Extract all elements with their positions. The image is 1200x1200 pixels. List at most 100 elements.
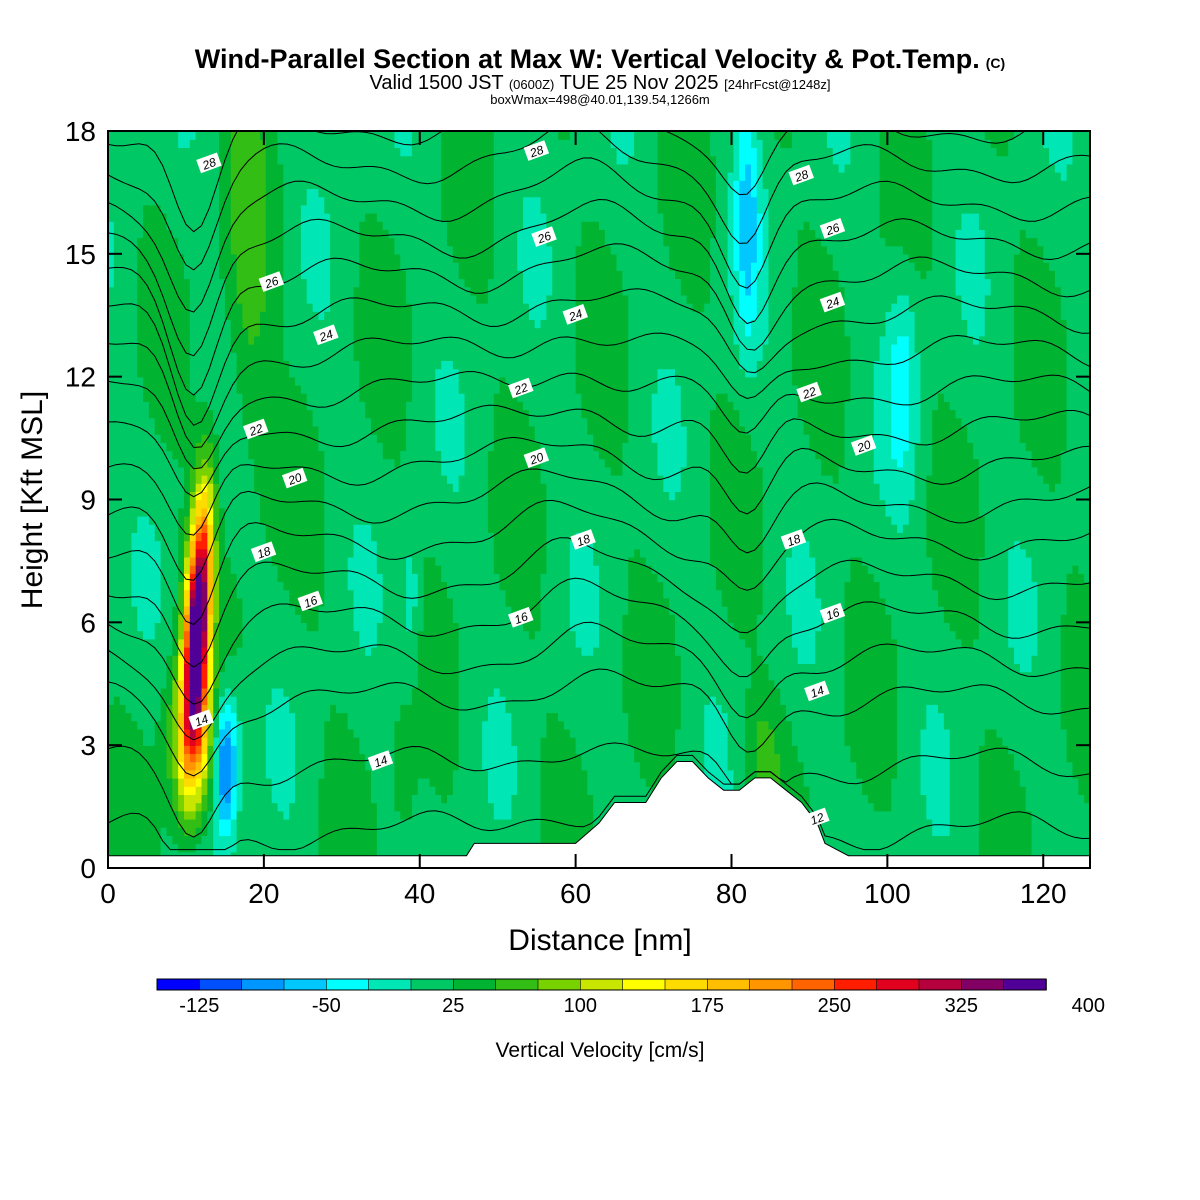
field-cell (318, 442, 325, 452)
field-cell (388, 769, 396, 779)
field-cell (289, 442, 296, 452)
field-cell (271, 679, 279, 689)
field-cell (365, 696, 372, 705)
field-cell (242, 843, 249, 853)
field-cell (347, 253, 355, 263)
field-cell (406, 409, 413, 419)
field-cell (371, 262, 378, 271)
field-cell (224, 827, 232, 836)
field-cell (195, 474, 203, 484)
field-cell (230, 540, 238, 550)
field-cell (119, 327, 127, 337)
field-cell (195, 491, 203, 501)
field-cell (289, 605, 296, 615)
field-cell (195, 745, 203, 755)
field-cell (423, 835, 431, 845)
field-cell (371, 810, 378, 820)
field-cell (300, 745, 308, 755)
field-cell (295, 630, 302, 640)
field-cell (382, 655, 390, 664)
field-cell (295, 376, 302, 386)
field-cell (166, 565, 173, 574)
field-cell (353, 728, 361, 738)
field-cell (289, 777, 296, 787)
field-cell (324, 229, 331, 239)
field-cell (248, 393, 255, 402)
field-cell (119, 761, 127, 771)
field-cell (195, 761, 203, 771)
field-cell (113, 802, 121, 812)
field-cell (277, 245, 285, 255)
field-cell (254, 204, 261, 214)
field-cell (289, 147, 296, 157)
field-cell (295, 515, 302, 525)
field-cell (189, 761, 197, 771)
field-cell (265, 286, 273, 296)
field-cell (330, 335, 337, 345)
field-cell (271, 180, 279, 190)
field-cell (166, 221, 173, 230)
field-cell (330, 736, 337, 746)
field-cell (224, 393, 232, 402)
field-cell (394, 335, 401, 345)
field-cell (154, 597, 162, 607)
field-cell (417, 720, 425, 730)
field-cell (318, 524, 325, 533)
field-cell (108, 630, 115, 640)
field-cell (166, 343, 173, 353)
field-cell (277, 573, 285, 583)
field-cell (143, 409, 150, 419)
field-cell (283, 589, 290, 599)
field-cell (259, 630, 267, 640)
field-cell (148, 802, 156, 812)
field-cell (119, 270, 127, 280)
field-cell (335, 655, 343, 664)
field-cell (154, 237, 162, 247)
field-cell (154, 614, 162, 624)
field-cell (341, 319, 349, 329)
field-cell (382, 827, 390, 836)
field-cell (137, 131, 144, 140)
field-cell (119, 736, 127, 746)
field-cell (371, 835, 378, 845)
field-cell (306, 409, 314, 419)
field-cell (394, 524, 401, 533)
field-cell (312, 319, 320, 329)
field-cell (394, 720, 401, 730)
field-cell (248, 671, 255, 681)
field-cell (131, 311, 138, 321)
field-cell (306, 360, 314, 370)
field-cell (324, 212, 331, 222)
field-cell (417, 466, 425, 476)
field-cell (376, 515, 384, 525)
field-cell (113, 163, 121, 173)
field-cell (400, 212, 407, 222)
field-cell (178, 532, 185, 542)
field-cell (108, 425, 115, 435)
field-cell (295, 777, 302, 787)
field-cell (183, 450, 191, 460)
field-cell (300, 221, 308, 230)
field-cell (335, 753, 343, 763)
field-cell (388, 540, 396, 550)
field-cell (113, 704, 121, 714)
field-cell (318, 532, 325, 542)
field-cell (277, 671, 285, 681)
field-cell (277, 237, 285, 247)
field-cell (119, 360, 127, 370)
field-cell (113, 196, 121, 206)
field-cell (254, 262, 261, 271)
field-cell (406, 221, 413, 230)
field-cell (172, 745, 179, 755)
field-cell (300, 483, 308, 493)
field-cell (400, 777, 407, 787)
field-cell (335, 622, 343, 632)
field-cell (283, 548, 290, 558)
field-cell (388, 655, 396, 664)
field-cell (341, 368, 349, 378)
field-cell (207, 450, 214, 460)
field-cell (172, 393, 179, 402)
field-cell (224, 532, 232, 542)
field-cell (265, 597, 273, 607)
field-cell (347, 393, 355, 402)
